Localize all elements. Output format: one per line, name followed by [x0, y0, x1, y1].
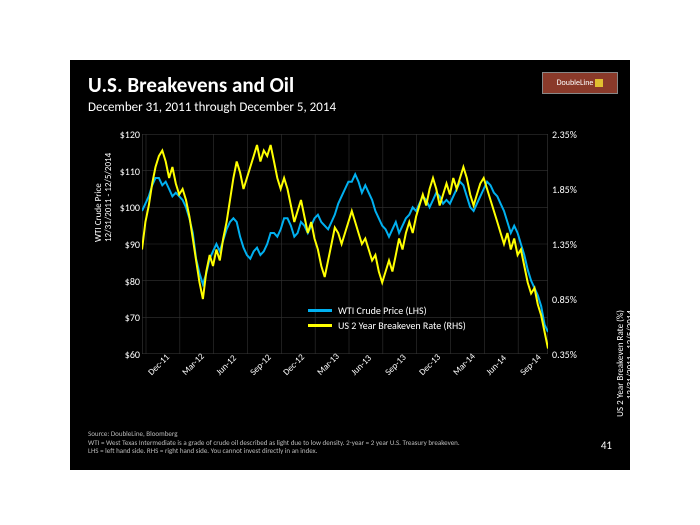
y-right-axis-label: US 2 Year Breakeven Rate (%) 12/31/2011 …	[616, 310, 636, 417]
chart-subtitle: December 31, 2011 through December 5, 20…	[88, 100, 336, 115]
x-tick: Dec-12	[281, 352, 307, 378]
legend: WTI Crude Price (LHS) US 2 Year Breakeven…	[308, 304, 466, 334]
legend-item: WTI Crude Price (LHS)	[308, 304, 466, 317]
legend-swatch	[308, 309, 332, 312]
legend-swatch	[308, 324, 332, 327]
y-left-tick: $110	[100, 165, 140, 178]
y-right-tick: 0.85%	[552, 293, 592, 306]
logo-square-icon	[595, 79, 603, 87]
y-left-tick: $80	[100, 275, 140, 288]
legend-label: WTI Crude Price (LHS)	[338, 304, 427, 317]
y-left-tick: $60	[100, 348, 140, 361]
y-right-tick: 2.35%	[552, 128, 592, 141]
x-tick: Jun-13	[349, 353, 374, 378]
footer-notes: Source: DoubleLine, Bloomberg WTI = West…	[88, 430, 460, 456]
page-number: 41	[601, 439, 612, 452]
x-tick: Jun-14	[484, 353, 509, 378]
x-tick: Mar-12	[180, 351, 207, 378]
logo-text: DoubleLine	[557, 78, 594, 88]
x-tick: Mar-13	[315, 351, 342, 378]
brand-logo: DoubleLine	[542, 72, 618, 94]
legend-item: US 2 Year Breakeven Rate (RHS)	[308, 319, 466, 332]
y-right-tick: 0.35%	[552, 348, 592, 361]
x-tick: Dec-11	[146, 352, 172, 378]
y-left-tick: $70	[100, 311, 140, 324]
chart-title: U.S. Breakevens and Oil	[88, 72, 294, 98]
y-right-tick: 1.35%	[552, 238, 592, 251]
y-left-tick: $100	[100, 201, 140, 214]
legend-label: US 2 Year Breakeven Rate (RHS)	[338, 319, 466, 332]
x-tick: Sep-14	[518, 352, 544, 378]
x-tick: Dec-13	[417, 352, 443, 378]
x-tick: Jun-12	[214, 353, 239, 378]
y-left-tick: $90	[100, 238, 140, 251]
x-tick: Mar-14	[451, 351, 478, 378]
slide: U.S. Breakevens and Oil December 31, 201…	[70, 60, 630, 470]
x-tick: Sep-12	[248, 352, 274, 378]
y-left-tick: $120	[100, 128, 140, 141]
x-tick: Sep-13	[383, 352, 409, 378]
y-right-tick: 1.85%	[552, 183, 592, 196]
